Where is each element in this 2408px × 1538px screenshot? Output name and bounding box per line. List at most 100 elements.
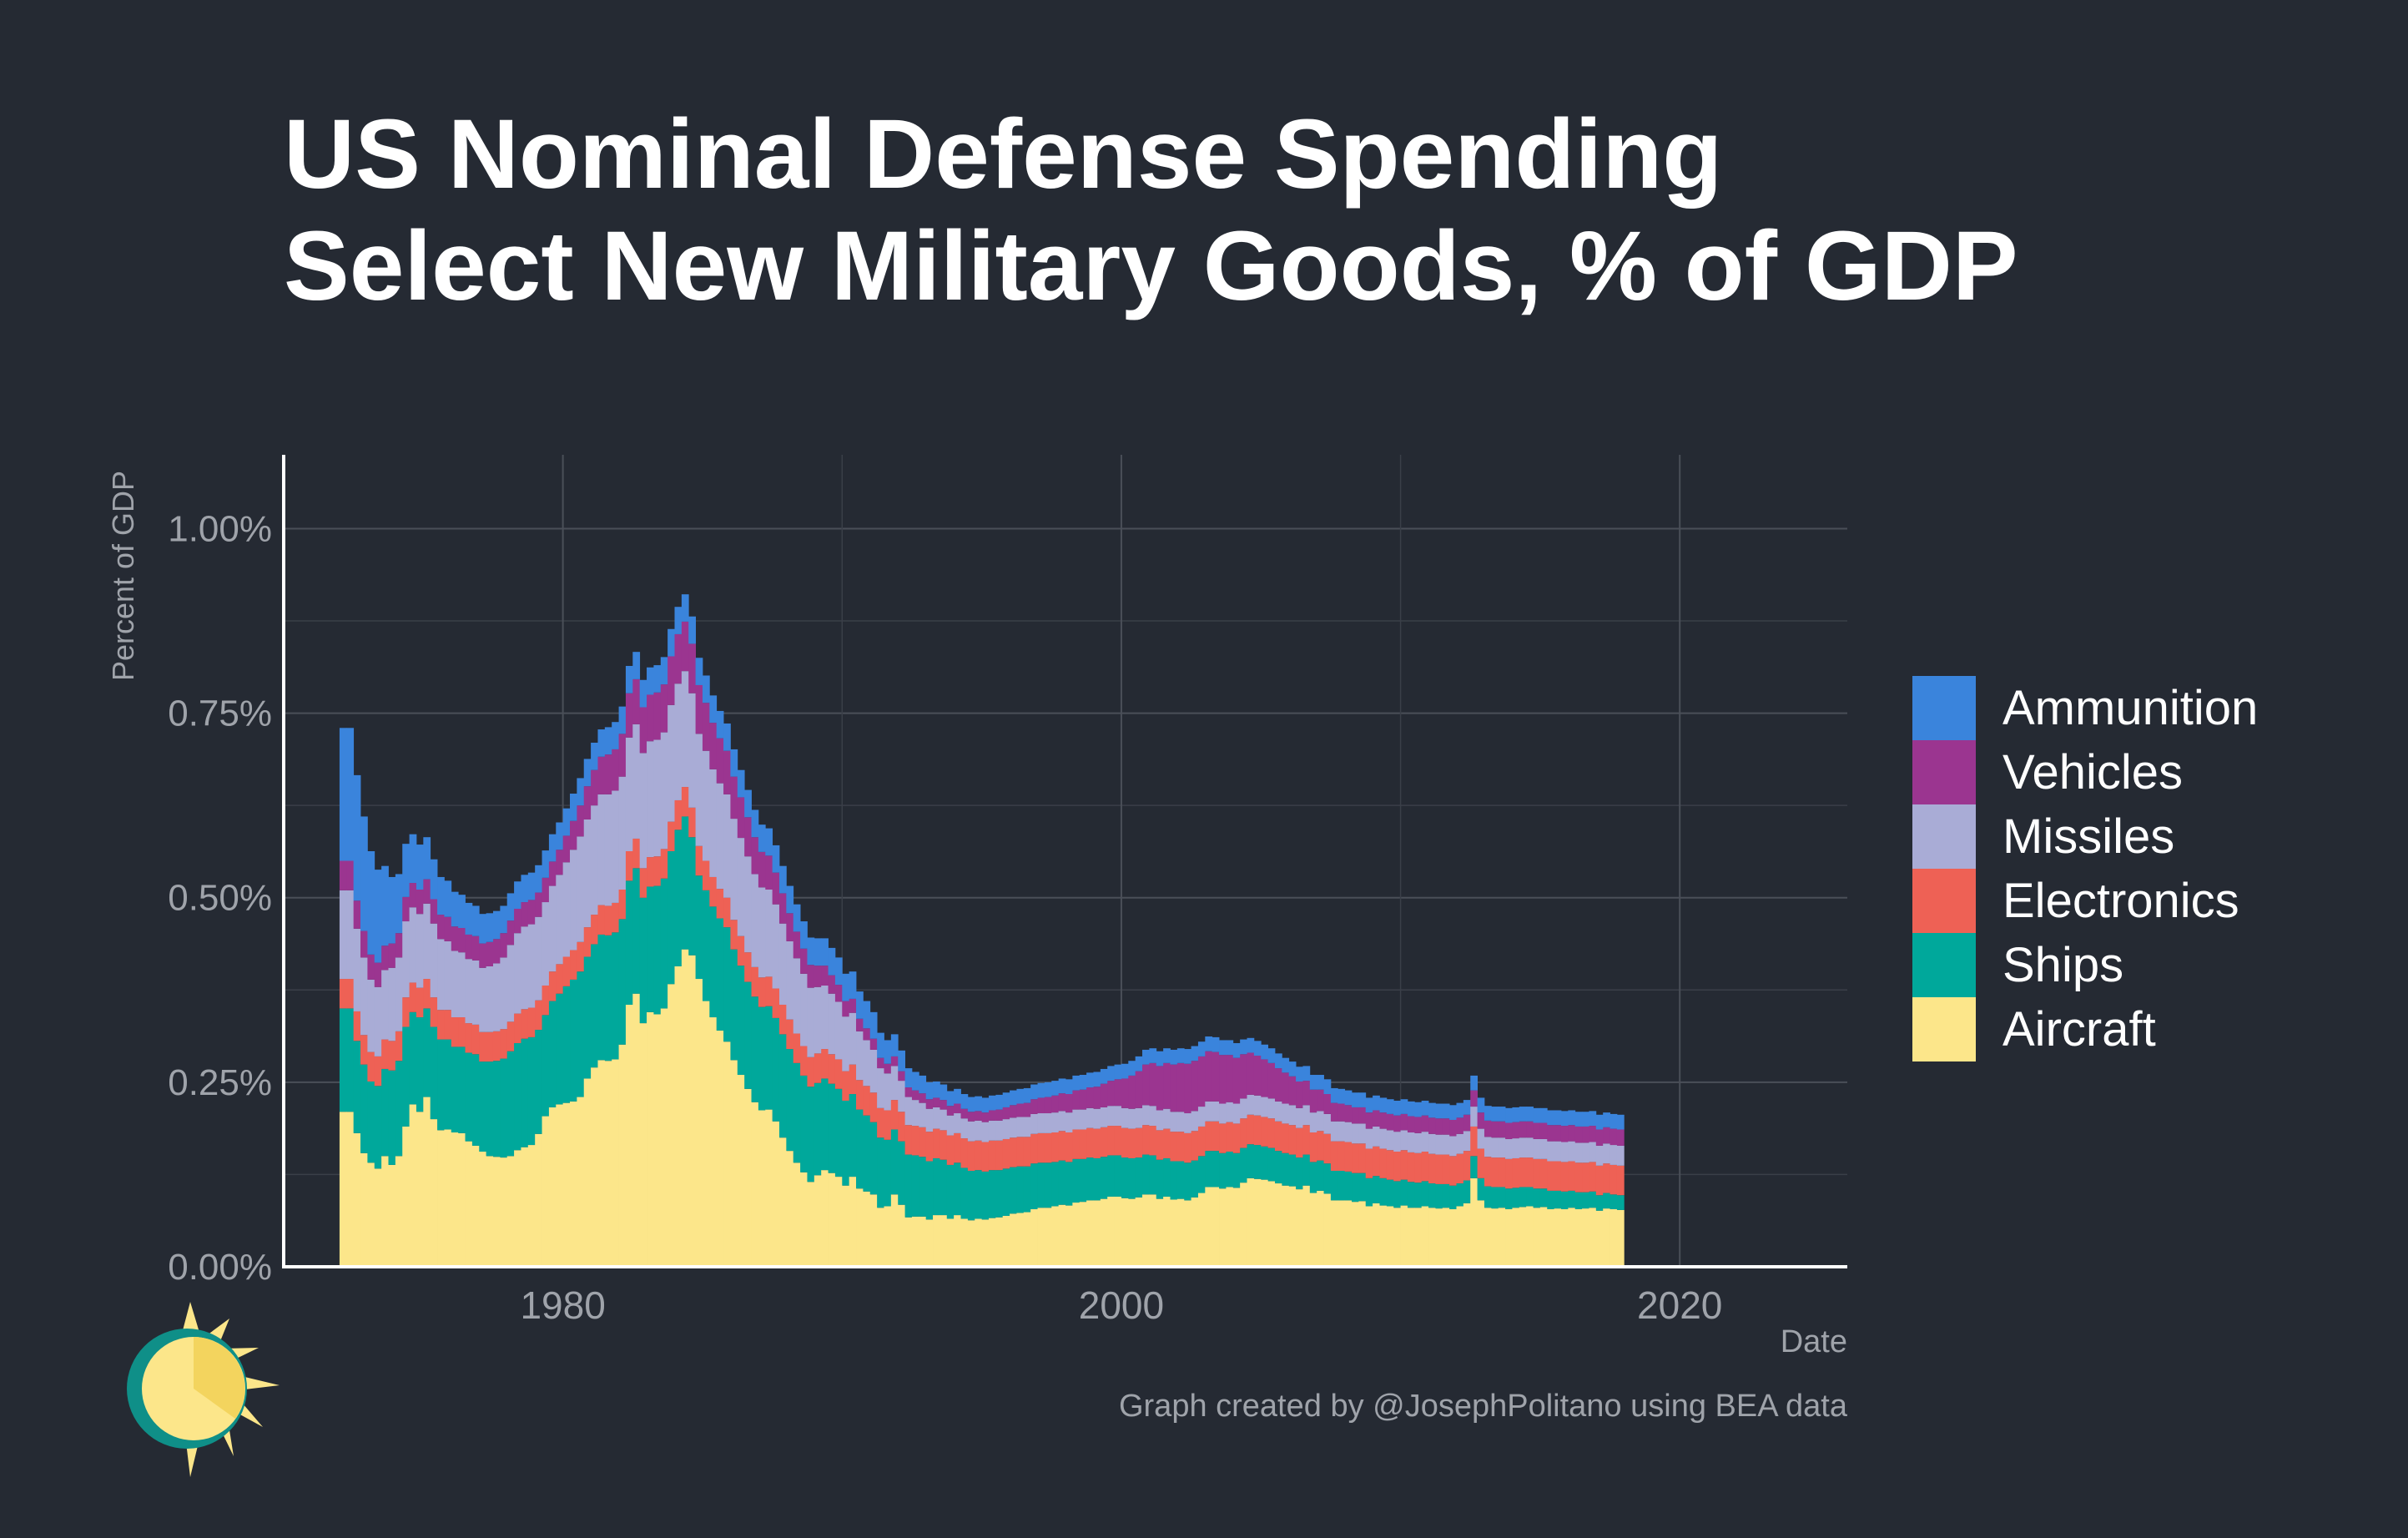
bar-segment-aircraft bbox=[975, 1218, 983, 1267]
bar-segment-vehicles bbox=[772, 872, 780, 905]
bar-segment-ships bbox=[465, 1052, 473, 1142]
bar-segment-ammunition bbox=[353, 774, 361, 901]
bar-segment-electronics bbox=[1219, 1123, 1227, 1153]
bar-segment-electronics bbox=[1379, 1148, 1388, 1178]
bar-segment-vehicles bbox=[591, 769, 598, 806]
bar-segment-missiles bbox=[702, 750, 710, 861]
bar-segment-ships bbox=[639, 897, 647, 1024]
bar-segment-vehicles bbox=[925, 1099, 934, 1109]
bar-segment-ships bbox=[535, 1030, 542, 1134]
bar-segment-missiles bbox=[416, 914, 424, 988]
bar-segment-aircraft bbox=[1219, 1188, 1227, 1267]
bar-segment-ships bbox=[471, 1054, 480, 1146]
bar-segment-vehicles bbox=[1010, 1105, 1017, 1118]
bar-segment-electronics bbox=[758, 977, 766, 1007]
bar-segment-ships bbox=[1296, 1157, 1303, 1190]
bar-segment-vehicles bbox=[1484, 1120, 1492, 1137]
bar-segment-aircraft bbox=[1477, 1200, 1485, 1267]
bar-segment-aircraft bbox=[597, 1060, 606, 1267]
bar-segment-ships bbox=[542, 1015, 550, 1117]
bar-segment-vehicles bbox=[465, 934, 473, 960]
bar-segment-ammunition bbox=[778, 865, 787, 894]
bar-segment-ammunition bbox=[542, 850, 550, 878]
bar-segment-electronics bbox=[471, 1024, 480, 1055]
bar-segment-electronics bbox=[1595, 1165, 1604, 1196]
bar-segment-ammunition bbox=[793, 904, 801, 932]
bar-segment-missiles bbox=[465, 959, 473, 1024]
bar-segment-ships bbox=[500, 1058, 508, 1158]
bar-segment-ammunition bbox=[1491, 1107, 1499, 1122]
bar-segment-ships bbox=[793, 1062, 801, 1163]
bar-segment-missiles bbox=[1072, 1109, 1081, 1130]
bar-segment-aircraft bbox=[1114, 1196, 1122, 1267]
bar-segment-vehicles bbox=[1163, 1062, 1171, 1109]
bar-segment-vehicles bbox=[632, 678, 641, 724]
bar-segment-aircraft bbox=[723, 1041, 731, 1267]
bar-segment-ammunition bbox=[591, 742, 598, 770]
bar-segment-vehicles bbox=[1512, 1122, 1520, 1139]
bar-segment-aircraft bbox=[988, 1218, 996, 1267]
bar-segment-missiles bbox=[737, 838, 745, 936]
bar-segment-ammunition bbox=[1582, 1112, 1589, 1127]
bar-segment-missiles bbox=[821, 985, 829, 1050]
bar-segment-aircraft bbox=[1079, 1202, 1087, 1267]
bar-segment-vehicles bbox=[1002, 1107, 1010, 1120]
bar-segment-aircraft bbox=[1072, 1203, 1081, 1267]
bar-segment-missiles bbox=[1261, 1097, 1269, 1117]
bar-segment-missiles bbox=[395, 957, 403, 1031]
bar-segment-aircraft bbox=[1512, 1208, 1520, 1267]
bar-segment-electronics bbox=[1574, 1162, 1583, 1193]
bar-segment-vehicles bbox=[1253, 1056, 1262, 1096]
bar-segment-ammunition bbox=[1330, 1087, 1338, 1103]
bar-segment-vehicles bbox=[1176, 1062, 1185, 1112]
bar-segment-vehicles bbox=[1337, 1103, 1346, 1122]
bar-segment-missiles bbox=[1428, 1133, 1436, 1154]
bar-segment-vehicles bbox=[604, 754, 612, 794]
legend-label-ships: Ships bbox=[2002, 938, 2124, 992]
bar-segment-electronics bbox=[1142, 1125, 1150, 1155]
bar-segment-ammunition bbox=[1414, 1102, 1423, 1117]
bar-segment-ammunition bbox=[1526, 1107, 1534, 1122]
bar-segment-ships bbox=[492, 1061, 501, 1157]
y-tick-label: 0.50% bbox=[168, 878, 272, 919]
bar-segment-ammunition bbox=[1484, 1106, 1492, 1121]
bar-segment-missiles bbox=[1560, 1142, 1569, 1162]
bar-segment-ships bbox=[1358, 1172, 1367, 1202]
bar-segment-electronics bbox=[521, 1009, 529, 1039]
bar-segment-missiles bbox=[1274, 1101, 1282, 1122]
bars bbox=[339, 594, 1625, 1267]
bar-segment-electronics bbox=[807, 1056, 815, 1087]
bar-segment-ammunition bbox=[1365, 1097, 1373, 1113]
bar-segment-electronics bbox=[653, 856, 662, 886]
bar-segment-vehicles bbox=[1267, 1062, 1276, 1099]
bar-segment-vehicles bbox=[1414, 1117, 1423, 1133]
bar-segment-ammunition bbox=[988, 1095, 996, 1111]
bar-segment-ammunition bbox=[1603, 1112, 1610, 1127]
bar-segment-ammunition bbox=[1253, 1041, 1262, 1056]
bar-segment-aircraft bbox=[1484, 1208, 1492, 1267]
bar-segment-ships bbox=[1414, 1182, 1423, 1208]
bar-segment-ammunition bbox=[500, 905, 508, 934]
bar-segment-ammunition bbox=[995, 1094, 1004, 1110]
bar-segment-electronics bbox=[1149, 1126, 1157, 1156]
bar-segment-ammunition bbox=[744, 789, 752, 818]
bar-segment-aircraft bbox=[612, 1059, 619, 1267]
bar-segment-vehicles bbox=[1142, 1064, 1150, 1106]
bar-segment-electronics bbox=[514, 1013, 521, 1043]
bar-segment-aircraft bbox=[1247, 1177, 1255, 1267]
bar-segment-vehicles bbox=[954, 1103, 961, 1114]
bar-segment-electronics bbox=[967, 1141, 975, 1172]
bar-segment-vehicles bbox=[1400, 1113, 1408, 1131]
bar-segment-ammunition bbox=[1407, 1101, 1415, 1117]
bar-segment-vehicles bbox=[1463, 1114, 1471, 1132]
bar-segment-electronics bbox=[1470, 1126, 1478, 1157]
bar-segment-missiles bbox=[1079, 1109, 1087, 1130]
bar-segment-electronics bbox=[388, 1041, 396, 1071]
bar-segment-ammunition bbox=[1205, 1036, 1213, 1051]
legend-item-vehicles: Vehicles bbox=[1912, 740, 2258, 804]
bar-segment-missiles bbox=[492, 963, 501, 1031]
bar-segment-ammunition bbox=[471, 905, 480, 936]
bar-segment-electronics bbox=[1282, 1123, 1290, 1153]
bar-segment-ships bbox=[1197, 1156, 1206, 1193]
bar-segment-vehicles bbox=[1058, 1093, 1066, 1112]
